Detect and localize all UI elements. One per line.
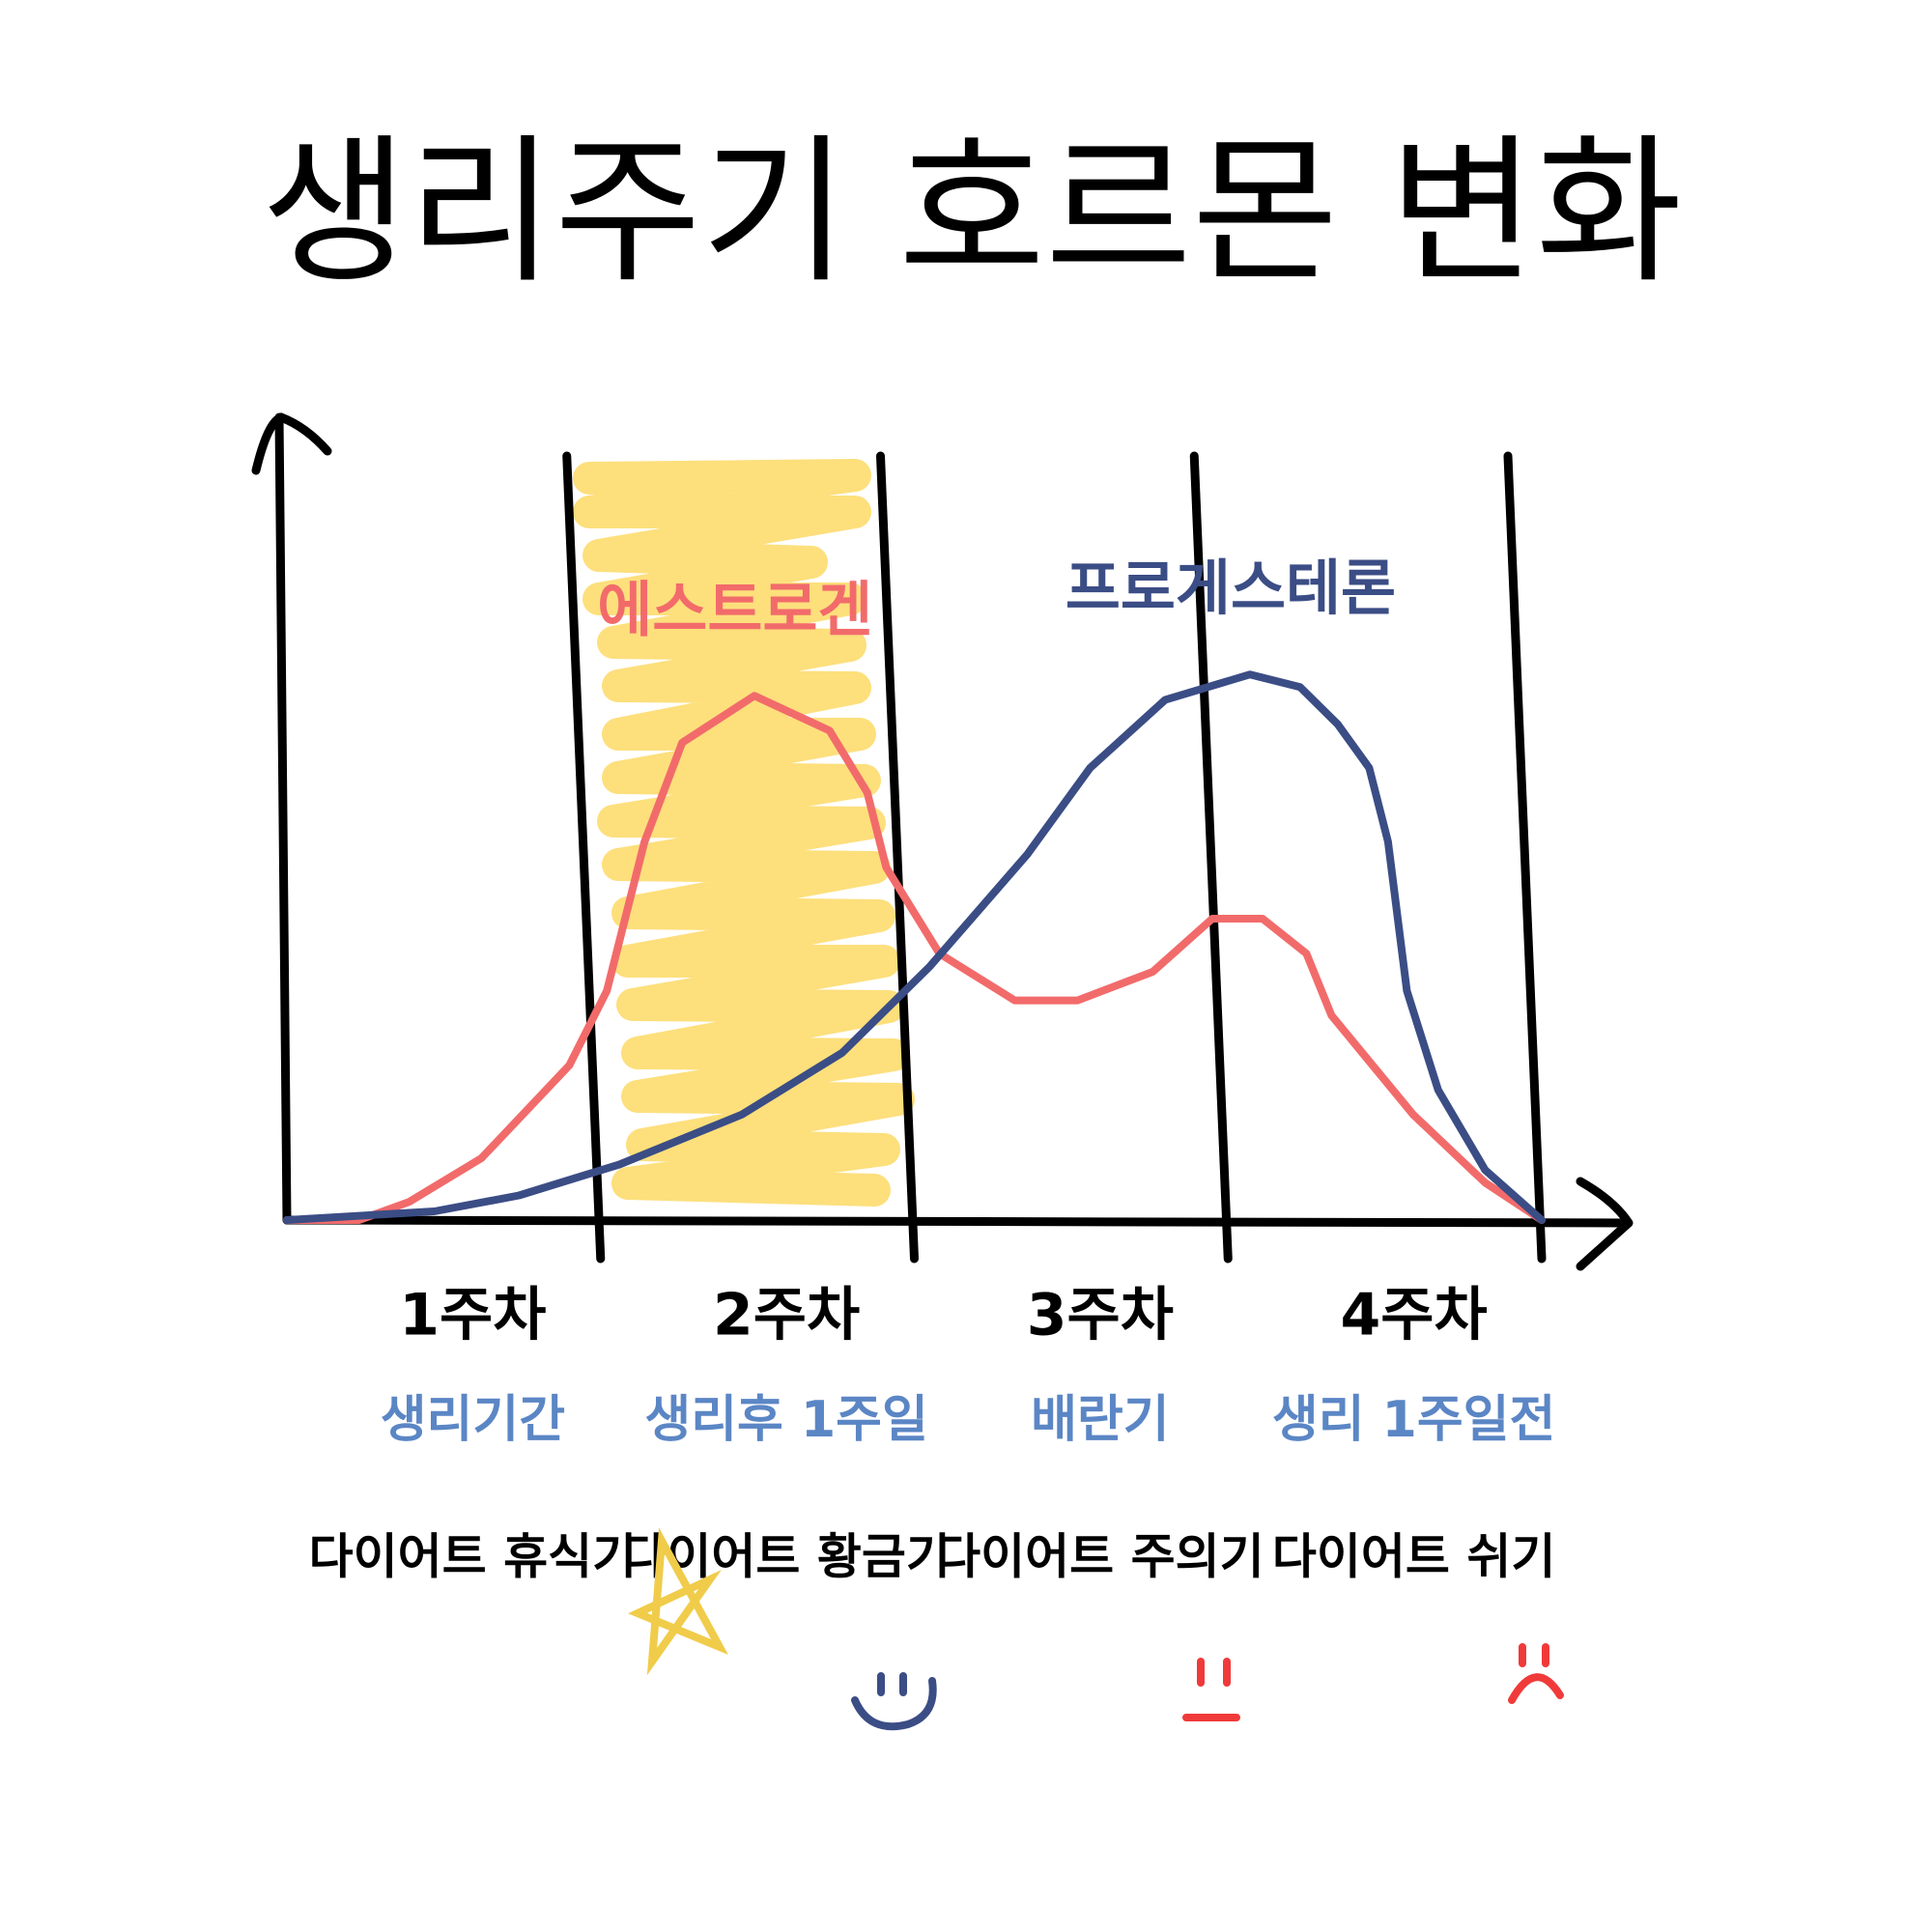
series-line	[283, 692, 1546, 1224]
phase-label: 생리기간	[381, 1391, 565, 1449]
week-divider	[1503, 451, 1547, 1264]
x-tick-label: 3주차	[1027, 1282, 1174, 1350]
x-tick-label: 1주차	[399, 1282, 546, 1350]
highlight-band	[573, 459, 915, 1207]
phase-label: 생리 1주일전	[1272, 1391, 1556, 1449]
series-line	[283, 670, 1546, 1224]
neutral-face	[1182, 1658, 1240, 1721]
phase-label: 배란기	[1031, 1391, 1170, 1449]
star	[628, 1527, 728, 1676]
series-label: 프로게스테론	[1065, 553, 1396, 623]
sad-face	[1508, 1643, 1564, 1704]
y-axis	[251, 412, 332, 1225]
chart-title: 생리주기 호르몬 변화	[261, 119, 1682, 304]
week-divider	[876, 451, 919, 1264]
week-divider	[562, 451, 606, 1264]
week-divider	[1189, 451, 1233, 1264]
diet-label: 다이어트 쉬기	[1272, 1529, 1555, 1585]
x-tick-label: 4주차	[1341, 1282, 1488, 1350]
decorations	[628, 1527, 1564, 1731]
diet-label: 다이어트 휴식기	[309, 1529, 637, 1585]
x-tick-label: 2주차	[713, 1282, 860, 1350]
x-axis	[282, 1177, 1634, 1271]
diet-label: 다이어트 주의기	[936, 1529, 1264, 1585]
smile	[851, 1672, 937, 1731]
series-label: 에스트로겐	[597, 574, 872, 644]
scribble	[573, 459, 915, 1207]
phase-label: 생리후 1주일	[644, 1391, 928, 1449]
